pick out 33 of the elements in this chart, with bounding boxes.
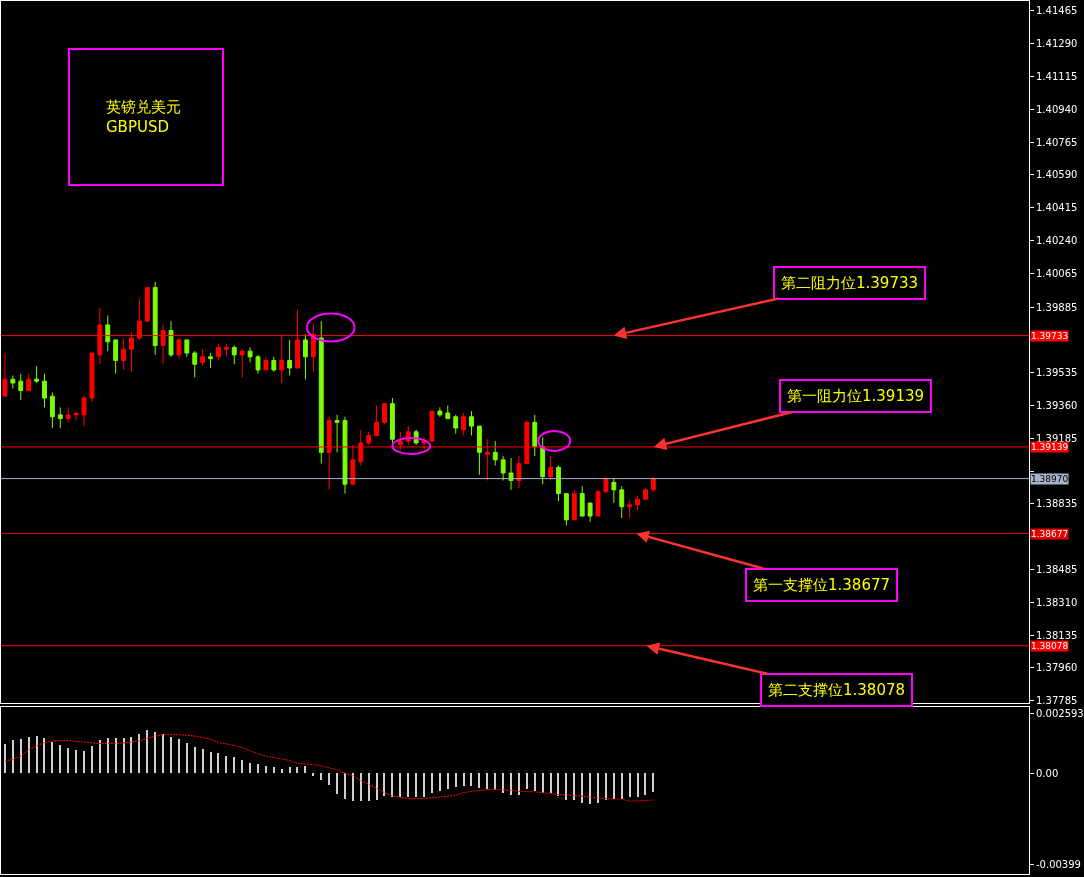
text: GBPUSD — [106, 117, 170, 136]
y-tick-label: 1.39535 — [1036, 367, 1078, 379]
annotation: 第一支撑位1.38677 — [753, 576, 891, 594]
text: 英镑兑美元 — [106, 98, 181, 117]
annotation: 第一阻力位1.39139 — [787, 387, 925, 405]
y-tick-label: 1.41115 — [1036, 71, 1078, 83]
y-tick-label: 1.38835 — [1036, 498, 1078, 510]
ref-line-label: 1.38970 — [1031, 474, 1069, 484]
y-tick-label: -0.00399 — [1036, 859, 1081, 871]
y-tick-label: 1.38310 — [1036, 596, 1078, 608]
y-tick-label: 1.40590 — [1036, 169, 1078, 181]
annotation: 第二阻力位1.39733 — [781, 274, 919, 292]
y-tick-label: 1.39360 — [1036, 400, 1078, 411]
y-tick-label: 1.40065 — [1036, 267, 1078, 279]
y-tick-label: 1.40765 — [1036, 136, 1078, 148]
ref-line-label: 1.38677 — [1031, 529, 1069, 539]
y-tick-label: 1.40940 — [1036, 103, 1078, 115]
y-tick-label: 1.40240 — [1036, 235, 1078, 247]
ref-line-label: 1.38078 — [1031, 641, 1069, 651]
y-tick-label: 1.37960 — [1036, 662, 1078, 674]
y-tick-label: 1.39185 — [1036, 432, 1078, 444]
y-tick-label: 1.41465 — [1036, 5, 1078, 17]
ref-line-label: 1.39733 — [1031, 331, 1069, 341]
y-tick-label: 1.38485 — [1036, 564, 1078, 576]
y-tick-label: 0.002593 — [1036, 708, 1084, 720]
y-tick-label: 1.41290 — [1036, 38, 1078, 50]
y-tick-label: 1.40415 — [1036, 202, 1078, 214]
y-tick-label: 1.37785 — [1036, 695, 1078, 707]
y-tick-label: 0.00 — [1036, 767, 1059, 779]
y-tick-label: 1.39885 — [1036, 301, 1078, 313]
y-tick-label: 1.38135 — [1036, 629, 1078, 641]
ref-line-label: 1.39139 — [1031, 442, 1069, 452]
annotation: 第二支撑位1.38078 — [768, 681, 906, 699]
